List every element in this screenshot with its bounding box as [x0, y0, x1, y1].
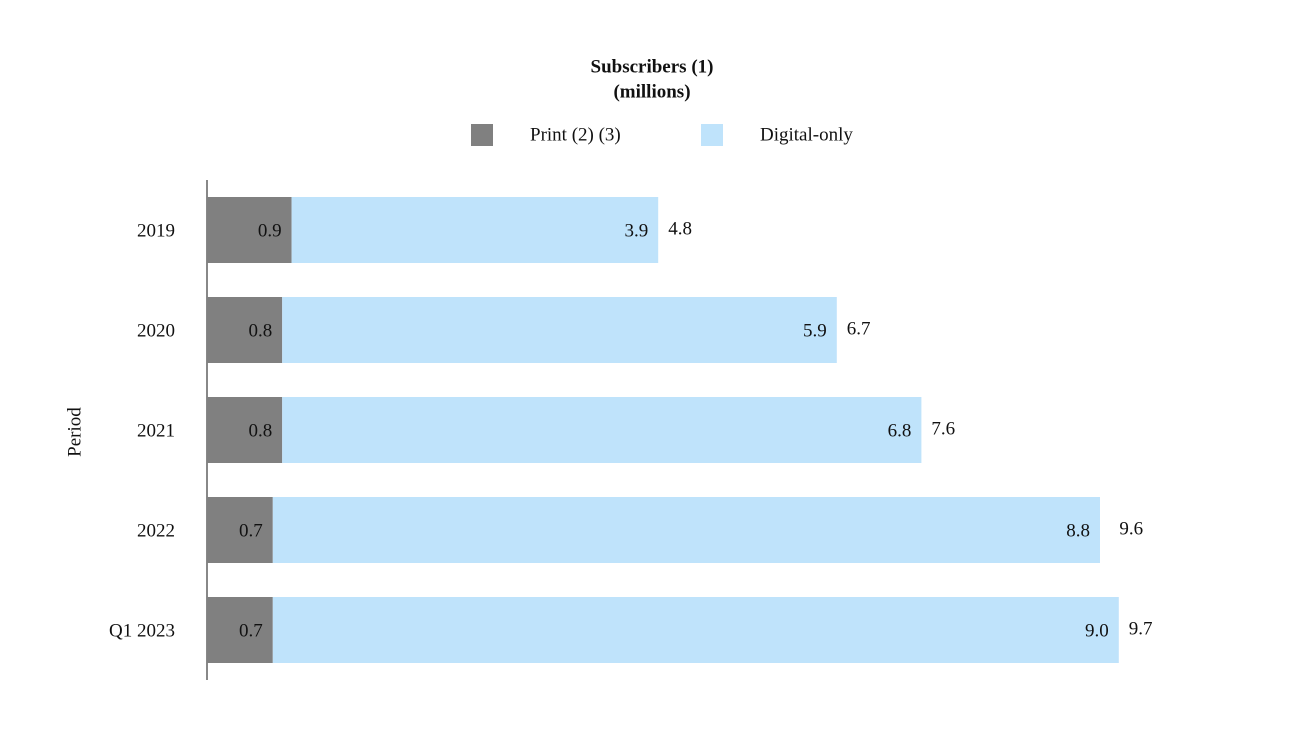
legend-swatch: [701, 124, 723, 146]
data-label: 0.8: [248, 420, 272, 441]
total-label: 9.6: [1119, 518, 1143, 539]
chart-title: Subscribers (1): [591, 56, 714, 77]
legend-label: Print (2) (3): [530, 124, 621, 145]
bar-segment: [282, 297, 837, 363]
data-label: 6.8: [888, 420, 912, 441]
data-label: 0.7: [239, 520, 263, 541]
legend-label: Digital-only: [760, 124, 853, 145]
bar-segment: [207, 497, 273, 563]
data-label: 5.9: [803, 320, 827, 341]
legend-swatch: [471, 124, 493, 146]
total-label: 9.7: [1129, 618, 1153, 639]
total-label: 4.8: [668, 218, 692, 239]
bar-segment: [207, 597, 273, 663]
total-label: 6.7: [847, 318, 871, 339]
y-tick-label: 2020: [137, 320, 175, 341]
y-tick-label: Q1 2023: [109, 620, 175, 641]
data-label: 9.0: [1085, 620, 1109, 641]
bar-segment: [207, 197, 292, 263]
data-label: 0.7: [239, 620, 263, 641]
bar-segment: [207, 397, 283, 463]
bar-segment: [207, 297, 283, 363]
data-label: 0.8: [248, 320, 272, 341]
y-tick-label: 2022: [137, 520, 175, 541]
y-axis-label: Period: [64, 407, 85, 457]
bar-segment: [291, 197, 659, 263]
bar-segment: [272, 597, 1119, 663]
data-label: 8.8: [1066, 520, 1090, 541]
chart-subtitle: (millions): [613, 81, 690, 102]
y-tick-label: 2019: [137, 220, 175, 241]
total-label: 7.6: [931, 418, 955, 439]
data-label: 0.9: [258, 220, 282, 241]
bar-segment: [282, 397, 922, 463]
data-label: 3.9: [624, 220, 648, 241]
y-tick-label: 2021: [137, 420, 175, 441]
bar-segment: [272, 497, 1100, 563]
